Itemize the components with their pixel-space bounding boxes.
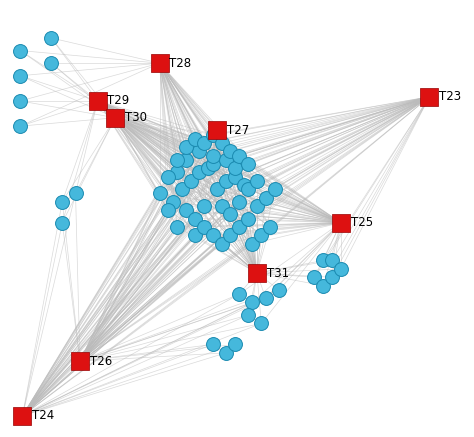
Point [178,186,185,193]
Point [310,274,318,281]
Point [426,93,433,100]
Point [72,190,79,197]
Point [17,72,24,79]
Point [253,270,261,277]
Point [244,160,252,167]
Text: T31: T31 [267,267,289,280]
Point [253,202,261,209]
Point [236,291,243,298]
Point [196,169,203,176]
Point [182,207,190,214]
Point [240,181,247,188]
Point [328,274,336,281]
Point [271,186,278,193]
Point [209,232,217,239]
Point [200,202,208,209]
Text: T23: T23 [439,90,461,103]
Point [209,152,217,159]
Text: T30: T30 [125,111,147,124]
Point [182,144,190,151]
Point [257,232,265,239]
Point [76,358,84,365]
Point [231,173,238,180]
Point [164,173,172,180]
Point [236,198,243,205]
Point [218,139,225,146]
Point [47,60,55,67]
Point [249,240,256,247]
Point [191,135,199,142]
Point [213,186,221,193]
Point [231,165,238,172]
Point [156,190,164,197]
Text: T29: T29 [108,94,129,108]
Point [58,219,66,226]
Point [204,165,212,172]
Point [173,169,181,176]
Point [191,215,199,222]
Point [173,156,181,163]
Point [182,156,190,163]
Point [231,341,238,348]
Point [169,198,177,205]
Point [222,349,230,356]
Point [319,282,327,289]
Point [337,265,345,272]
Point [328,257,336,264]
Point [164,207,172,214]
Text: T26: T26 [90,355,112,368]
Point [209,160,217,167]
Point [227,148,234,155]
Point [262,295,270,302]
Point [222,177,230,184]
Point [275,286,283,293]
Point [262,194,270,201]
Point [17,47,24,54]
Point [156,60,164,67]
Point [249,299,256,306]
Point [17,97,24,104]
Point [218,240,225,247]
Point [200,223,208,230]
Point [337,219,345,226]
Text: T24: T24 [32,409,55,422]
Point [213,127,221,134]
Text: T25: T25 [351,216,373,229]
Point [196,148,203,155]
Point [244,186,252,193]
Point [58,198,66,205]
Point [94,97,101,104]
Point [227,232,234,239]
Point [191,232,199,239]
Point [200,139,208,146]
Point [236,223,243,230]
Point [209,131,217,138]
Point [187,177,194,184]
Point [257,320,265,327]
Point [319,257,327,264]
Text: T28: T28 [169,57,191,69]
Point [244,215,252,222]
Point [218,202,225,209]
Point [209,341,217,348]
Point [236,152,243,159]
Point [17,123,24,130]
Point [266,223,274,230]
Text: T27: T27 [227,124,249,137]
Point [222,156,230,163]
Point [253,177,261,184]
Point [47,35,55,42]
Point [18,413,26,420]
Point [173,223,181,230]
Point [111,114,119,121]
Point [227,211,234,218]
Point [244,312,252,319]
